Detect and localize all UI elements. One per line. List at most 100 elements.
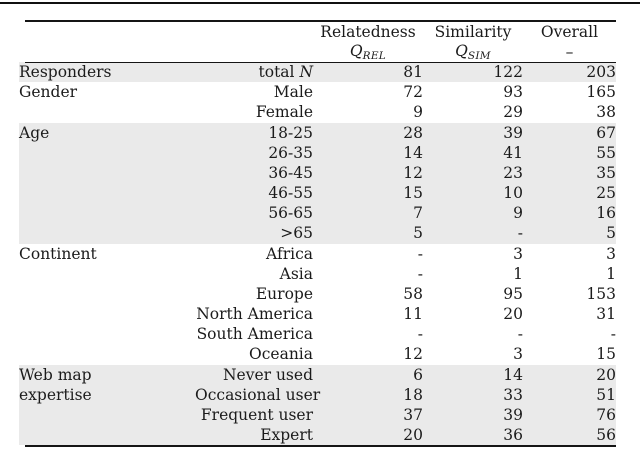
overall-value: 3 [606, 244, 616, 263]
relatedness-value: 15 [403, 184, 423, 203]
subcategory-cell: Male [273, 83, 313, 102]
overall-value: 16 [596, 204, 616, 223]
similarity-value: 14 [503, 365, 523, 384]
subcategory-cell: Africa [266, 244, 313, 263]
subcategory-cell: Asia [279, 264, 313, 283]
category-cell [19, 344, 195, 364]
table-row: >65 5 - 5 [19, 223, 616, 244]
subcategory-cell: Occasional user [195, 385, 321, 404]
subcategory-cell: Never used [222, 365, 313, 384]
category-cell [19, 163, 195, 183]
table-row: Asia - 1 1 [19, 264, 616, 284]
category-cell: expertise [19, 385, 92, 404]
relatedness-value: 6 [413, 365, 423, 384]
overall-value: 1 [606, 264, 616, 283]
relatedness-symbol-header: QREL [313, 42, 423, 62]
overall-column-header: Overall [540, 23, 599, 41]
table-row: Responders total N 81 122 203 [19, 62, 616, 83]
table-row: Female 9 29 38 [19, 102, 616, 122]
subcategory-cell: Female [255, 103, 313, 122]
similarity-value: 3 [513, 345, 523, 364]
relatedness-value: 37 [403, 406, 423, 424]
overall-value: 25 [596, 184, 616, 203]
overall-value: - [610, 325, 616, 344]
similarity-value: 122 [493, 63, 523, 82]
similarity-value: 1 [513, 264, 523, 283]
similarity-value: 20 [503, 305, 523, 324]
category-cell [19, 284, 195, 304]
table-row: South America - - - [19, 324, 616, 344]
similarity-value: - [517, 224, 523, 243]
table-row: Oceania 12 3 15 [19, 344, 616, 364]
category-cell: Gender [19, 83, 78, 102]
relatedness-value: 7 [413, 204, 423, 223]
table-row: Frequent user 37 39 76 [19, 404, 616, 426]
overall-value: 76 [596, 406, 616, 424]
similarity-value: 93 [503, 83, 523, 102]
relatedness-value: 81 [403, 63, 423, 82]
table-row: Expert 20 36 56 [19, 425, 616, 446]
similarity-symbol-header: QSIM [423, 42, 523, 62]
overall-value: 203 [586, 63, 616, 82]
table-row: Continent Africa - 3 3 [19, 244, 616, 264]
subcategory-cell: Oceania [249, 345, 313, 364]
category-cell [19, 203, 195, 223]
category-cell [19, 304, 195, 324]
table-row: 46-55 15 10 25 [19, 183, 616, 204]
overall-value: 31 [596, 305, 616, 324]
table-row: Age 18-25 28 39 67 [19, 122, 616, 143]
similarity-value: 29 [503, 103, 523, 122]
table-row: 56-65 7 9 16 [19, 203, 616, 224]
table-row: 26-35 14 41 55 [19, 142, 616, 163]
subcategory-cell: 46-55 [268, 184, 313, 203]
relatedness-value: 72 [403, 83, 423, 102]
category-cell [19, 143, 195, 163]
similarity-value: 9 [513, 204, 523, 223]
relatedness-value: 12 [403, 163, 423, 182]
category-cell: Age [19, 123, 50, 142]
similarity-value: 39 [503, 123, 523, 142]
category-cell [19, 102, 195, 122]
similarity-value: 36 [503, 426, 523, 445]
subcategory-cell: total N [258, 63, 313, 82]
subcategory-cell: Expert [260, 426, 313, 445]
subcategory-cell: North America [196, 305, 313, 324]
category-cell [19, 264, 195, 284]
overall-value: 35 [596, 163, 616, 182]
table-top-rule [25, 20, 616, 23]
relatedness-value: 9 [413, 103, 423, 122]
q-sim-symbol: Q [455, 42, 468, 60]
subcategory-cell: 26-35 [268, 143, 313, 162]
subcategory-cell: 18-25 [268, 123, 313, 142]
empty-header-cell [195, 42, 313, 62]
relatedness-value: 12 [403, 345, 423, 364]
overall-dash: – [565, 43, 574, 61]
subcategory-cell: Europe [255, 284, 313, 303]
category-cell [19, 425, 195, 445]
relatedness-value: - [417, 264, 423, 283]
similarity-value: 41 [503, 143, 523, 162]
overall-value: 51 [596, 385, 616, 404]
subcategory-cell: >65 [280, 224, 313, 243]
overall-value: 67 [596, 123, 616, 142]
empty-header-cell [195, 22, 313, 42]
relatedness-column-header: Relatedness [320, 23, 416, 41]
overall-value: 55 [596, 143, 616, 162]
total-n-symbol: N [299, 63, 313, 82]
table-row: 36-45 12 23 35 [19, 162, 616, 184]
similarity-value: 3 [513, 244, 523, 263]
category-cell [19, 405, 195, 425]
subcategory-cell: Frequent user [200, 406, 313, 424]
page-top-border [0, 2, 640, 4]
subcategory-cell: 56-65 [268, 204, 313, 223]
overall-value: 15 [596, 345, 616, 364]
relatedness-value: 20 [403, 426, 423, 445]
relatedness-value: 58 [403, 284, 423, 303]
table-row: Europe 58 95 153 [19, 284, 616, 304]
category-cell: Continent [19, 244, 97, 263]
relatedness-value: 11 [403, 305, 423, 324]
overall-value: 56 [596, 426, 616, 445]
similarity-value: 95 [503, 284, 523, 303]
subcategory-cell: 36-45 [268, 163, 313, 182]
